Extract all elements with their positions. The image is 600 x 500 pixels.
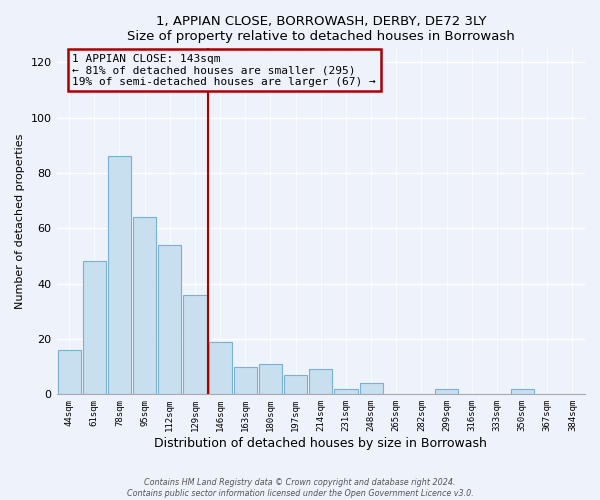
Bar <box>108 156 131 394</box>
Bar <box>334 389 358 394</box>
Text: 1 APPIAN CLOSE: 143sqm
← 81% of detached houses are smaller (295)
19% of semi-de: 1 APPIAN CLOSE: 143sqm ← 81% of detached… <box>73 54 376 86</box>
Bar <box>158 245 181 394</box>
X-axis label: Distribution of detached houses by size in Borrowash: Distribution of detached houses by size … <box>154 437 487 450</box>
Text: Contains HM Land Registry data © Crown copyright and database right 2024.
Contai: Contains HM Land Registry data © Crown c… <box>127 478 473 498</box>
Bar <box>234 366 257 394</box>
Bar <box>209 342 232 394</box>
Bar <box>259 364 282 394</box>
Bar <box>184 294 206 394</box>
Bar <box>83 262 106 394</box>
Bar <box>359 384 383 394</box>
Bar <box>309 370 332 394</box>
Y-axis label: Number of detached properties: Number of detached properties <box>15 134 25 309</box>
Bar <box>58 350 80 395</box>
Bar <box>133 217 156 394</box>
Bar <box>511 389 533 394</box>
Title: 1, APPIAN CLOSE, BORROWASH, DERBY, DE72 3LY
Size of property relative to detache: 1, APPIAN CLOSE, BORROWASH, DERBY, DE72 … <box>127 15 515 43</box>
Bar <box>435 389 458 394</box>
Bar <box>284 375 307 394</box>
